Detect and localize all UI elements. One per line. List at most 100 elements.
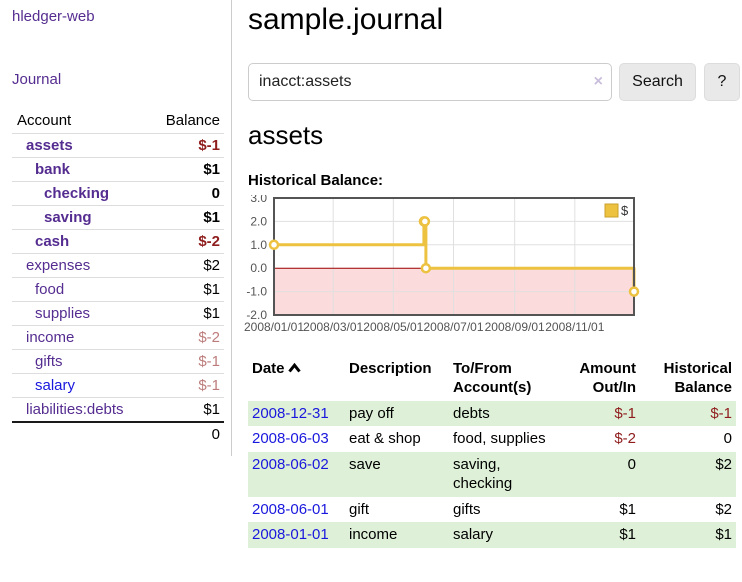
account-link[interactable]: bank [35, 161, 71, 178]
account-link[interactable]: food [35, 281, 65, 298]
app-brand-link[interactable]: hledger-web [12, 8, 95, 25]
account-row: income $-2 [12, 325, 224, 350]
transaction-row: 2008-01-01 income salary $1 $1 [248, 522, 736, 548]
transaction-accounts: debts [453, 404, 490, 422]
account-balance: $-1 [198, 377, 220, 394]
svg-text:2008/01/01: 2008/01/01 [244, 320, 304, 334]
sidebar: hledger-web Journal Account Balance asse… [0, 0, 232, 456]
account-link[interactable]: assets [26, 137, 73, 154]
account-balance: $1 [203, 161, 220, 178]
transaction-balance: $1 [715, 526, 732, 544]
register-header-date[interactable]: Date [248, 356, 345, 401]
svg-text:-2.0: -2.0 [246, 308, 267, 322]
account-balance: $-1 [198, 137, 220, 154]
account-row: expenses $2 [12, 253, 224, 278]
svg-text:$: $ [621, 203, 629, 218]
search-button[interactable]: Search [619, 62, 696, 101]
transaction-amount: 0 [627, 455, 636, 473]
svg-text:2008/03/01: 2008/03/01 [303, 320, 363, 334]
account-link[interactable]: salary [35, 377, 76, 394]
transaction-accounts: saving, checking [453, 455, 513, 493]
search-input[interactable] [248, 62, 612, 101]
date-header-label: Date [252, 359, 285, 377]
register-header-amount: Amount Out/In [579, 359, 636, 397]
accounts-body: assets $-1 bank $1 checking 0 saving $1 cash $-2 e… [12, 133, 224, 423]
account-link[interactable]: saving [44, 209, 92, 226]
sidebar-item-journal[interactable]: Journal [12, 71, 62, 88]
account-link[interactable]: cash [35, 233, 70, 250]
svg-text:2008/11/01: 2008/11/01 [545, 320, 604, 334]
account-row: supplies $1 [12, 301, 224, 326]
account-balance: $-2 [198, 233, 220, 250]
transaction-row: 2008-06-01 gift gifts $1 $2 [248, 497, 736, 523]
transaction-date-link[interactable]: 2008-01-01 [252, 526, 329, 544]
search-form: × Search ? [248, 62, 742, 101]
account-balance: 0 [211, 185, 220, 202]
search-box: × [248, 62, 612, 101]
transaction-accounts: salary [453, 526, 494, 544]
account-balance: $1 [203, 401, 220, 418]
register-header-balance: Historical Balance [663, 359, 732, 397]
account-link[interactable]: income [26, 329, 75, 346]
transaction-description: save [349, 455, 381, 473]
account-row: salary $-1 [12, 373, 224, 398]
accounts-total-value: 0 [211, 426, 220, 443]
svg-text:1.0: 1.0 [250, 237, 267, 251]
account-link[interactable]: expenses [26, 257, 91, 274]
register-table: Date Description To/From Account(s) Amou… [248, 356, 736, 548]
transaction-date-link[interactable]: 2008-12-31 [252, 404, 329, 422]
account-link[interactable]: checking [44, 185, 110, 202]
register-body: 2008-12-31 pay off debts $-1 $-1 2008-06-03 ea… [248, 400, 736, 548]
transaction-row: 2008-06-02 save saving, checking 0 $2 [248, 451, 736, 497]
transaction-accounts: gifts [453, 500, 481, 518]
account-link[interactable]: liabilities:debts [26, 401, 124, 418]
transaction-description: eat & shop [349, 430, 421, 448]
svg-text:2008/05/01: 2008/05/01 [363, 320, 423, 334]
account-row: assets $-1 [12, 133, 224, 158]
transaction-date-link[interactable]: 2008-06-01 [252, 500, 329, 518]
transaction-date-link[interactable]: 2008-06-03 [252, 430, 329, 448]
accounts-header-balance: Balance [165, 112, 220, 129]
account-balance: $1 [203, 209, 220, 226]
transaction-row: 2008-12-31 pay off debts $-1 $-1 [248, 400, 736, 427]
transaction-amount: $1 [619, 526, 636, 544]
account-balance: $-2 [198, 329, 220, 346]
transaction-amount: $-1 [614, 404, 636, 422]
page-title: sample.journal [248, 3, 444, 36]
transaction-row: 2008-06-03 eat & shop food, supplies $-2 0 [248, 426, 736, 452]
transaction-balance: $2 [715, 500, 732, 518]
sort-ascending-icon [287, 362, 301, 373]
transaction-accounts: food, supplies [453, 430, 546, 448]
register-header-row: Date Description To/From Account(s) Amou… [248, 356, 736, 401]
register-header-description: Description [349, 359, 432, 377]
account-row: liabilities:debts $1 [12, 397, 224, 423]
account-link[interactable]: supplies [35, 305, 91, 322]
account-row: checking 0 [12, 181, 224, 206]
account-link[interactable]: gifts [35, 353, 63, 370]
account-balance: $1 [203, 281, 220, 298]
svg-text:2008/07/01: 2008/07/01 [423, 320, 483, 334]
svg-text:2.0: 2.0 [250, 214, 267, 228]
transaction-balance: 0 [723, 430, 732, 448]
account-row: cash $-2 [12, 229, 224, 254]
svg-text:2008/09/01: 2008/09/01 [485, 320, 545, 334]
transaction-balance: $-1 [710, 404, 732, 422]
account-balance: $-1 [198, 353, 220, 370]
historical-balance-chart: 2008/01/01 2008/03/01 2008/05/01 2008/07/01… [244, 195, 640, 334]
transaction-description: income [349, 526, 398, 544]
account-row: bank $1 [12, 157, 224, 182]
total-spacer [12, 422, 147, 446]
register-header-accounts: To/From Account(s) [453, 359, 532, 397]
main-content: sample.journal × Search ? assets Histori… [232, 0, 742, 582]
transaction-date-link[interactable]: 2008-06-02 [252, 455, 329, 473]
help-button[interactable]: ? [704, 62, 740, 101]
accounts-header-row: Account Balance [12, 109, 224, 134]
account-heading: assets [248, 119, 324, 150]
transaction-balance: $2 [715, 455, 732, 473]
accounts-total-row: 0 [12, 422, 224, 446]
account-row: gifts $-1 [12, 349, 224, 374]
account-balance: $2 [203, 257, 220, 274]
account-row: saving $1 [12, 205, 224, 230]
clear-search-icon[interactable]: × [593, 72, 603, 90]
transaction-description: gift [349, 500, 370, 518]
